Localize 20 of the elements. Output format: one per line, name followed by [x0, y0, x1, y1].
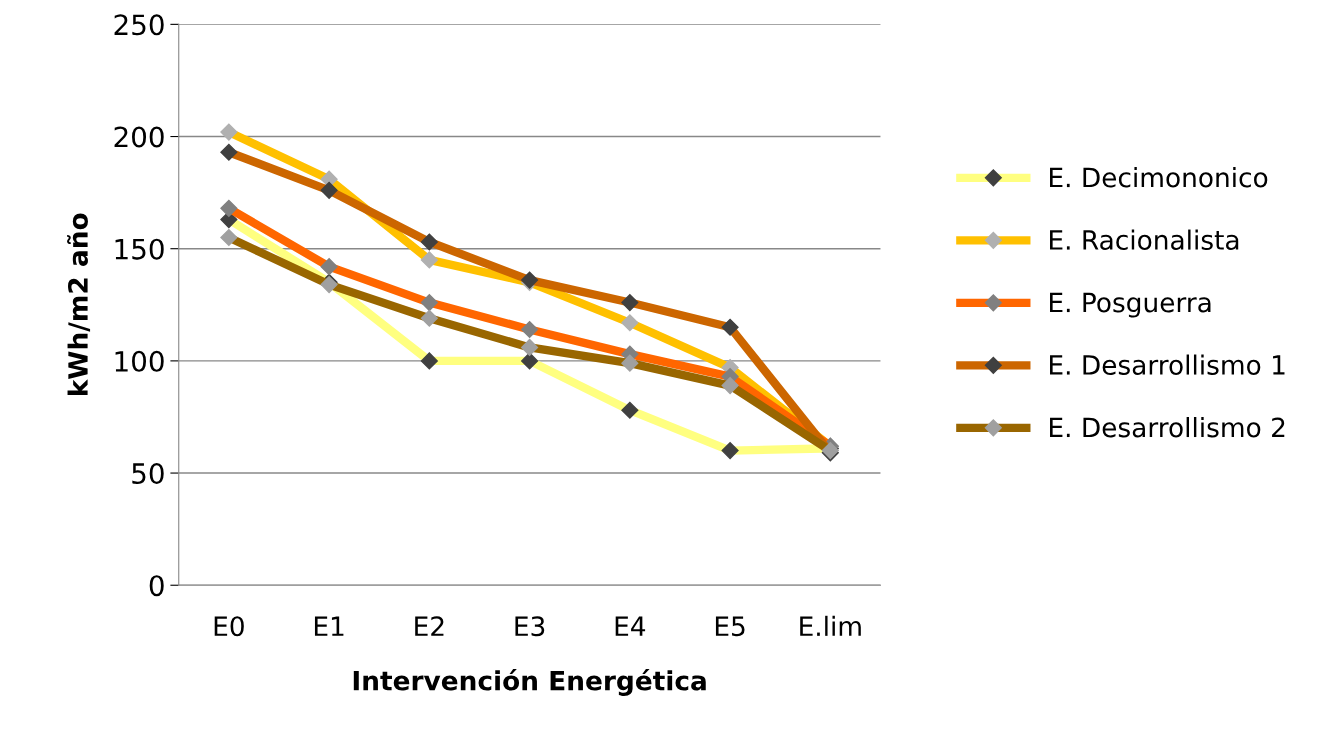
- x-tick-label: E2: [415, 616, 444, 636]
- x-tick-label: E4: [615, 616, 646, 636]
- x-tick-label: E1: [314, 616, 344, 636]
- x-tick-label: E0: [214, 616, 244, 637]
- y-tick-label: 50: [132, 463, 164, 485]
- legend-label: E. Desarrollismo 1: [1050, 354, 1285, 375]
- legend-label: E. Desarrollismo 2: [1050, 416, 1285, 438]
- x-tick-label: E5: [715, 616, 745, 637]
- y-tick-label: 250: [114, 14, 164, 36]
- x-axis-title: Intervención Energética: [353, 669, 706, 696]
- y-tick-label: 100: [115, 350, 164, 372]
- x-tick-label: E3: [515, 616, 545, 637]
- legend-label: E. Decimononico: [1050, 167, 1268, 188]
- legend-label: E. Racionalista: [1050, 229, 1239, 250]
- y-tick-label: 200: [114, 126, 164, 148]
- x-tick-label: E.lim: [800, 615, 861, 636]
- y-axis-title: kWh/m2 año: [67, 213, 91, 395]
- y-tick-label: 0: [149, 575, 164, 597]
- legend-label: E. Posguerra: [1050, 292, 1211, 318]
- y-tick-label: 150: [115, 238, 164, 260]
